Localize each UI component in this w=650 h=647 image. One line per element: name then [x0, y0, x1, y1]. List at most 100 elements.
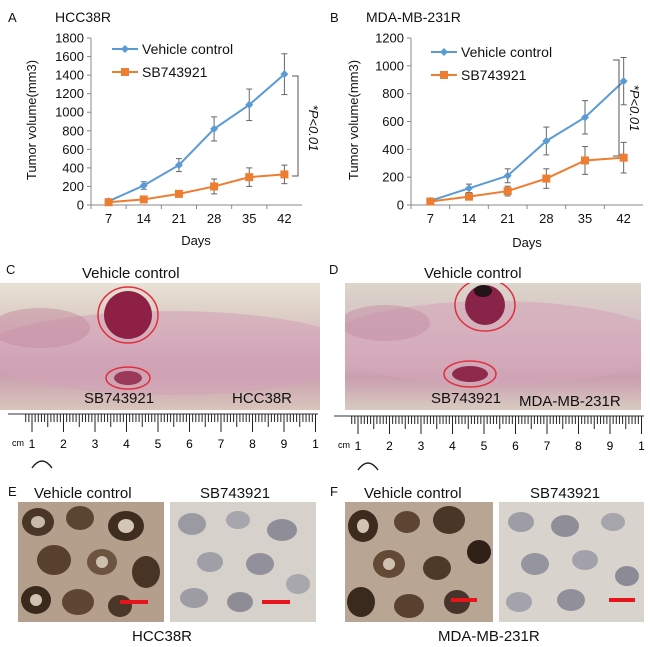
x-tick-label: 42	[616, 211, 630, 226]
legend-vehicle-marker	[121, 45, 129, 53]
mouse-body-d	[345, 283, 641, 388]
data-point-sb	[542, 174, 551, 183]
ihc-e-sb-image	[170, 502, 316, 622]
ruler-number: 2	[386, 439, 393, 453]
data-point-sb	[465, 192, 473, 201]
sb-tumor-circle	[105, 366, 151, 390]
ruler-hook	[357, 462, 379, 471]
chart-a-title: HCC38R	[55, 9, 111, 25]
ruler-unit: cm	[338, 440, 350, 450]
data-point-vehicle	[174, 161, 183, 170]
data-point-vehicle	[245, 100, 254, 109]
sb-tumor	[114, 371, 142, 385]
sb-tumor-circle	[443, 360, 497, 388]
data-point-sb	[245, 173, 254, 182]
y-tick-label: 1200	[375, 31, 404, 46]
series-line-vehicle	[108, 73, 286, 203]
significance-bracket-b	[613, 59, 620, 157]
data-point-vehicle	[581, 113, 589, 122]
ihc-e-left-label: Vehicle control	[34, 485, 132, 502]
y-tick-label: 400	[62, 160, 84, 175]
x-tick-label: 14	[462, 211, 476, 226]
ruler-unit: cm	[12, 438, 24, 448]
x-tick-label: 35	[578, 211, 592, 226]
vehicle-tumor-circle	[97, 286, 159, 344]
data-point-sb	[619, 153, 628, 162]
x-tick-label: 21	[500, 211, 514, 226]
data-point-sb	[280, 170, 289, 179]
ruler-number: 1	[312, 437, 319, 451]
ruler-number: 1	[355, 439, 362, 453]
mouse-photo-d: SB743921 MDA-MB-231R	[345, 283, 641, 410]
ruler-number: 1	[29, 437, 36, 451]
data-point-vehicle	[619, 77, 628, 86]
photo-d-cell-label: MDA-MB-231R	[519, 393, 621, 410]
legend-vehicle-marker	[440, 48, 448, 56]
data-point-sb	[139, 195, 148, 204]
chart-b: B MDA-MB-231R Tumor volume(mm3) Days 0 20…	[330, 9, 643, 250]
data-point-sb	[581, 156, 589, 165]
y-tick-label: 0	[397, 198, 404, 213]
panel-letter-d: D	[329, 262, 339, 277]
ruler-c: cm 1 2 3 4 5 6 7 8 9 1	[8, 410, 319, 472]
significance-label-b: *P<0.01	[627, 85, 642, 132]
legend-vehicle-label: Vehicle control	[142, 41, 233, 57]
data-point-vehicle	[280, 70, 289, 79]
data-point-sb	[174, 189, 183, 198]
x-tick-label: 42	[277, 211, 291, 226]
x-tick-label: 21	[172, 211, 186, 226]
x-tick-label: 7	[427, 211, 434, 226]
photo-c-bottom-label: SB743921	[84, 390, 155, 407]
chart-a: A HCC38R Tumor volume(mm3) Days 0 200 400 6…	[8, 9, 321, 248]
data-point-vehicle	[542, 136, 551, 145]
scale-bar	[120, 600, 148, 604]
ruler-number: 5	[481, 439, 488, 453]
data-point-sb	[426, 197, 435, 206]
y-tick-label: 1000	[55, 105, 84, 120]
ruler-number: 1	[638, 439, 645, 453]
ruler-number: 3	[418, 439, 425, 453]
ihc-f-cell-label: MDA-MB-231R	[438, 628, 540, 645]
legend-sb-marker	[440, 71, 448, 79]
vehicle-tumor	[104, 291, 152, 339]
y-tick-label: 200	[382, 170, 404, 185]
photo-d-bottom-label: SB743921	[431, 390, 502, 407]
series-line-sb	[430, 156, 624, 203]
mouse-photo-c: SB743921 HCC38R	[0, 283, 320, 410]
chart-b-ylabel: Tumor volume(mm3)	[346, 60, 361, 180]
data-point-sb	[104, 198, 113, 207]
y-tick-label: 1000	[375, 58, 404, 73]
y-tick-label: 1800	[55, 31, 84, 46]
legend-sb-marker	[121, 68, 129, 76]
y-tick-label: 200	[62, 179, 84, 194]
ihc-f-right-label: SB743921	[530, 485, 601, 502]
panel-letter-f: F	[330, 484, 338, 499]
photo-d-top-label: Vehicle control	[424, 265, 522, 282]
x-tick-label: 35	[242, 211, 256, 226]
ihc-e-right-label: SB743921	[200, 485, 271, 502]
ruler-number: 4	[123, 437, 130, 451]
chart-b-plot: 0 200 400 600 800 1000 1200 7 14 21 28 35 42	[375, 31, 643, 226]
ruler-background	[334, 412, 644, 474]
ihc-e-vehicle-image	[18, 502, 164, 622]
ruler-hook	[31, 460, 53, 469]
x-tick-label: 7	[105, 211, 112, 226]
data-point-vehicle	[503, 171, 512, 180]
ruler-number: 7	[544, 439, 551, 453]
data-point-vehicle	[210, 124, 219, 133]
ruler-number: 5	[155, 437, 162, 451]
ruler-number: 9	[281, 437, 288, 451]
y-tick-label: 800	[62, 123, 84, 138]
ruler-number: 6	[186, 437, 193, 451]
panel-letter-c: C	[6, 262, 16, 277]
legend-sb-label: SB743921	[142, 64, 208, 80]
ihc-f-left-label: Vehicle control	[364, 485, 462, 502]
ruler-number: 4	[449, 439, 456, 453]
chart-a-plot: 0 200 400 600 800 1000 1200 1400 1600 1800 7 14 21 28…	[55, 31, 302, 226]
ruler-number: 7	[218, 437, 225, 451]
panel-letter-a: A	[8, 10, 17, 25]
panel-letter-e: E	[8, 484, 17, 499]
x-tick-label: 28	[207, 211, 221, 226]
vehicle-tumor-circle	[454, 283, 516, 332]
sb-tumor	[452, 366, 488, 382]
